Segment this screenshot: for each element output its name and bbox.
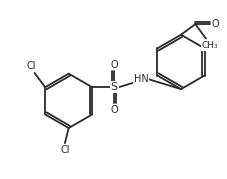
Text: Cl: Cl (61, 145, 70, 155)
Text: CH₃: CH₃ (200, 41, 217, 50)
Text: O: O (110, 60, 117, 70)
Text: O: O (211, 19, 219, 29)
Text: O: O (110, 105, 117, 115)
Text: Cl: Cl (27, 61, 36, 71)
Text: HN: HN (133, 74, 148, 84)
Text: S: S (110, 82, 117, 92)
